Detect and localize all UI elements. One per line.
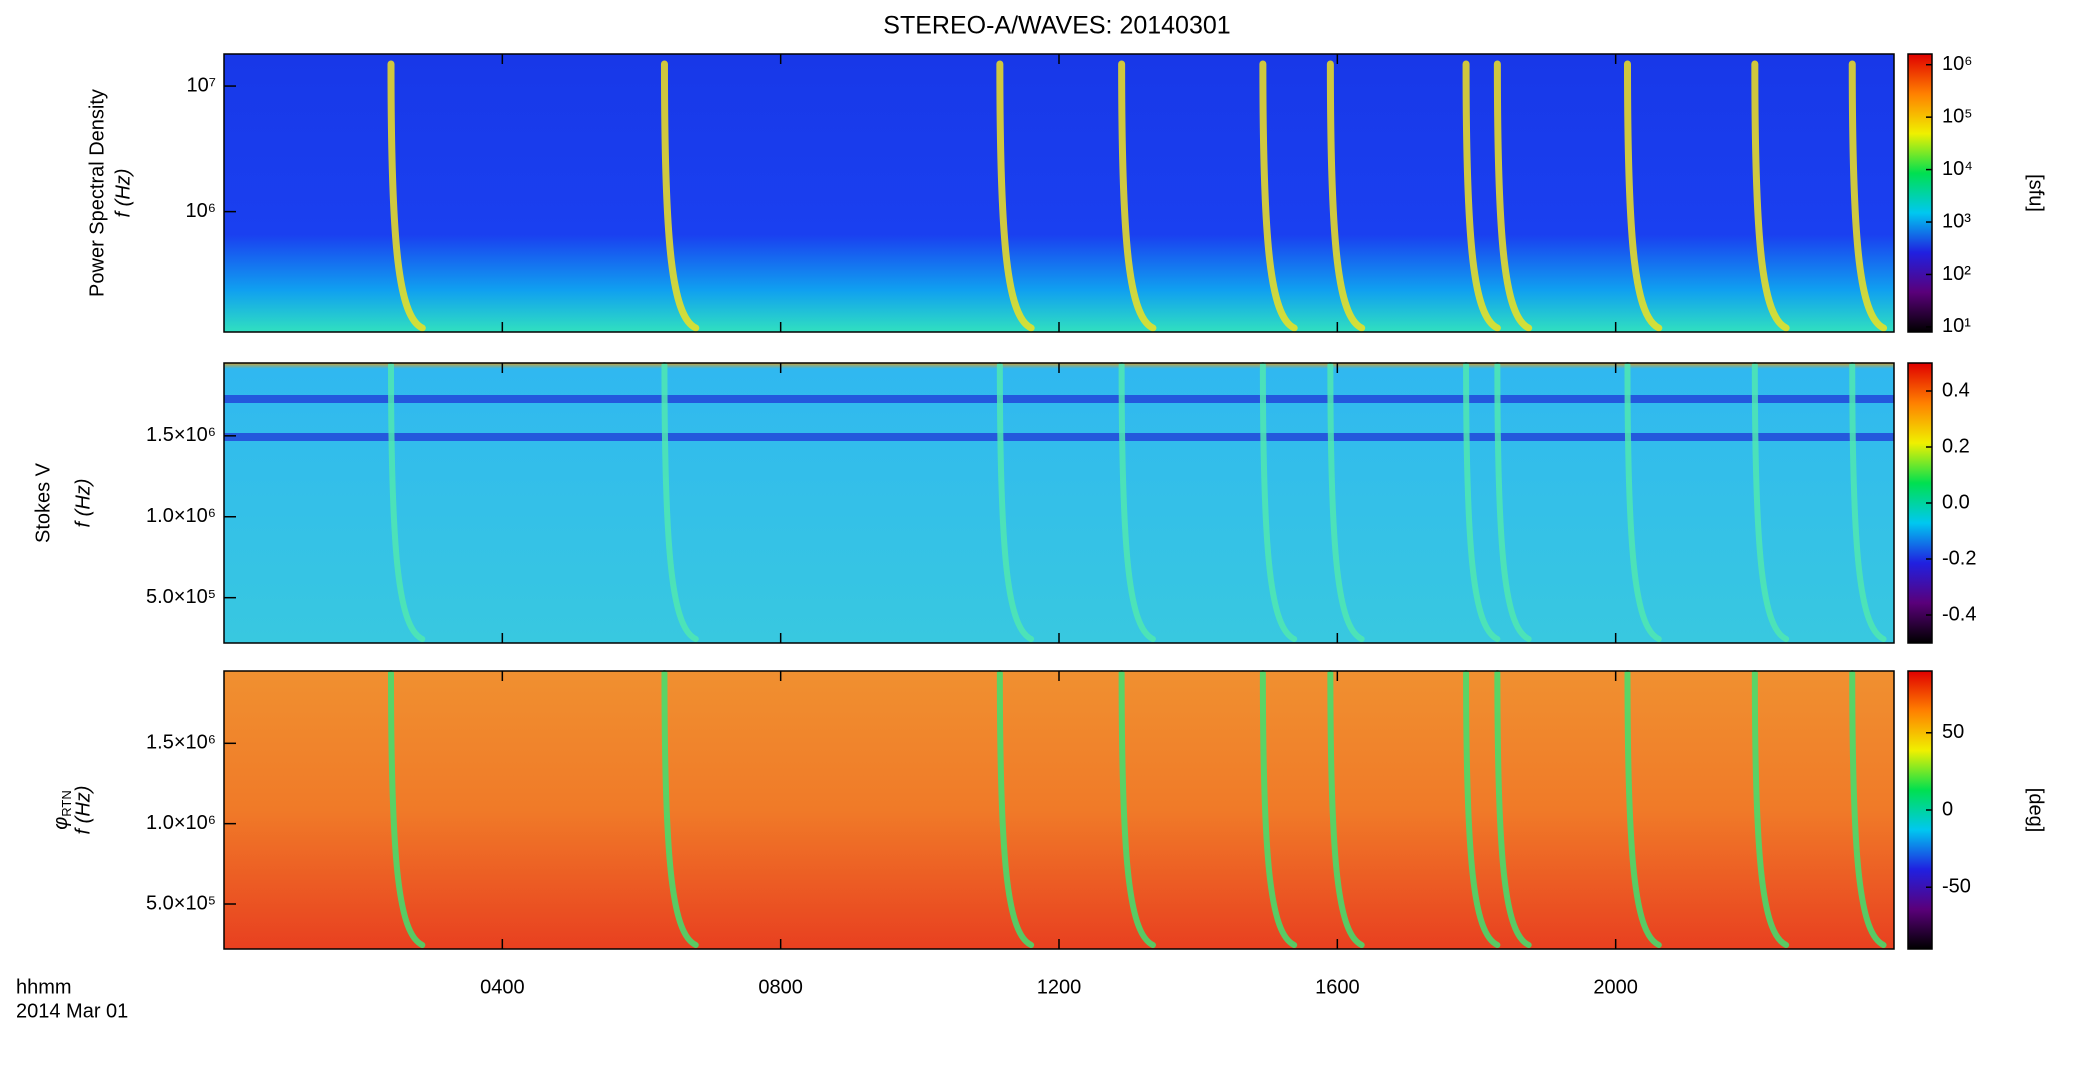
x-tick-label: 1600 — [1315, 976, 1360, 998]
burst — [1118, 362, 1156, 642]
chart-title: STEREO-A/WAVES: 20140301 — [883, 12, 1230, 40]
burst — [1624, 60, 1663, 332]
burst — [1462, 60, 1501, 332]
spectrogram-background — [224, 671, 1894, 949]
burst — [1849, 362, 1887, 642]
burst — [660, 60, 700, 332]
y-tick-label: 1.0×10⁶ — [146, 505, 216, 527]
colorbar-tick-label: 0.0 — [1942, 491, 1970, 513]
burst — [661, 362, 699, 642]
x-tick-label: 0800 — [758, 976, 803, 998]
x-axis-label: hhmm — [16, 976, 72, 998]
y-tick-label: 1.5×10⁶ — [146, 424, 216, 446]
burst — [1118, 670, 1156, 948]
y-tick-label: 10⁶ — [186, 200, 216, 222]
burst — [996, 362, 1035, 642]
burst — [388, 362, 426, 642]
burst — [1118, 60, 1157, 332]
colorbar-label: [sfu] — [2025, 174, 2047, 212]
colorbar-tick-label: 10¹ — [1942, 315, 1971, 337]
colorbar-tick-label: 10³ — [1942, 210, 1971, 232]
x-tick-label: 0400 — [480, 976, 525, 998]
y-tick-label: 1.5×10⁶ — [146, 732, 216, 754]
band — [224, 395, 1894, 403]
burst — [1848, 60, 1888, 332]
spectrogram-background — [224, 54, 1894, 332]
y-tick-label: 5.0×10⁵ — [146, 586, 216, 608]
colorbar-tick-label: 50 — [1942, 721, 1964, 743]
colorbar-tick-label: 0.2 — [1942, 435, 1970, 457]
colorbar-tick-label: -50 — [1942, 876, 1971, 898]
x-tick-label: 1200 — [1037, 976, 1082, 998]
burst — [1493, 60, 1533, 332]
colorbar-tick-label: 10² — [1942, 263, 1971, 285]
burst — [1494, 670, 1532, 948]
y-tick-label: 5.0×10⁵ — [146, 892, 216, 914]
y-tick-label: 1.0×10⁶ — [146, 812, 216, 834]
burst — [387, 60, 426, 332]
colorbar-tick-label: 10⁶ — [1942, 53, 1972, 75]
burst — [1463, 670, 1501, 948]
y-axis-label: f (Hz) — [112, 169, 134, 218]
burst — [1751, 362, 1790, 642]
band — [224, 433, 1894, 441]
burst — [996, 670, 1035, 948]
burst — [388, 670, 426, 948]
burst — [1259, 60, 1298, 332]
burst — [1327, 362, 1365, 642]
burst — [996, 60, 1035, 332]
burst — [1624, 362, 1662, 642]
spectrogram-background — [224, 363, 1894, 643]
y-axis-label: Stokes V — [32, 462, 54, 543]
y-axis-label: f (Hz) — [72, 786, 94, 835]
burst — [1463, 362, 1501, 642]
burst — [1494, 362, 1532, 642]
burst — [1259, 362, 1298, 642]
y-axis-label: Power Spectral Density — [86, 89, 108, 297]
burst — [1751, 60, 1790, 332]
colorbar-tick-label: 10⁴ — [1942, 158, 1973, 180]
burst — [1751, 670, 1790, 948]
y-axis-subscript: RTN — [59, 790, 74, 816]
burst — [661, 670, 699, 948]
colorbar-tick-label: -0.2 — [1942, 547, 1976, 569]
y-tick-label: 10⁷ — [187, 74, 216, 96]
burst — [1326, 60, 1366, 332]
y-axis-label: φRTN — [50, 790, 74, 830]
colorbar-tick-label: 0.4 — [1942, 379, 1970, 401]
colorbar-tick-label: 0 — [1942, 798, 1953, 820]
date-label: 2014 Mar 01 — [16, 1000, 128, 1022]
colorbar — [1907, 53, 1933, 333]
colorbar-tick-label: -0.4 — [1942, 603, 1976, 625]
x-tick-label: 2000 — [1593, 976, 1638, 998]
colorbar-tick-label: 10⁵ — [1942, 105, 1973, 127]
burst — [1259, 670, 1298, 948]
burst — [1849, 670, 1887, 948]
burst — [1624, 670, 1662, 948]
y-axis-label: f (Hz) — [72, 479, 94, 528]
colorbar-label: [deg] — [2025, 788, 2047, 832]
y-axis-symbol: φ — [50, 817, 72, 830]
burst — [1327, 670, 1365, 948]
